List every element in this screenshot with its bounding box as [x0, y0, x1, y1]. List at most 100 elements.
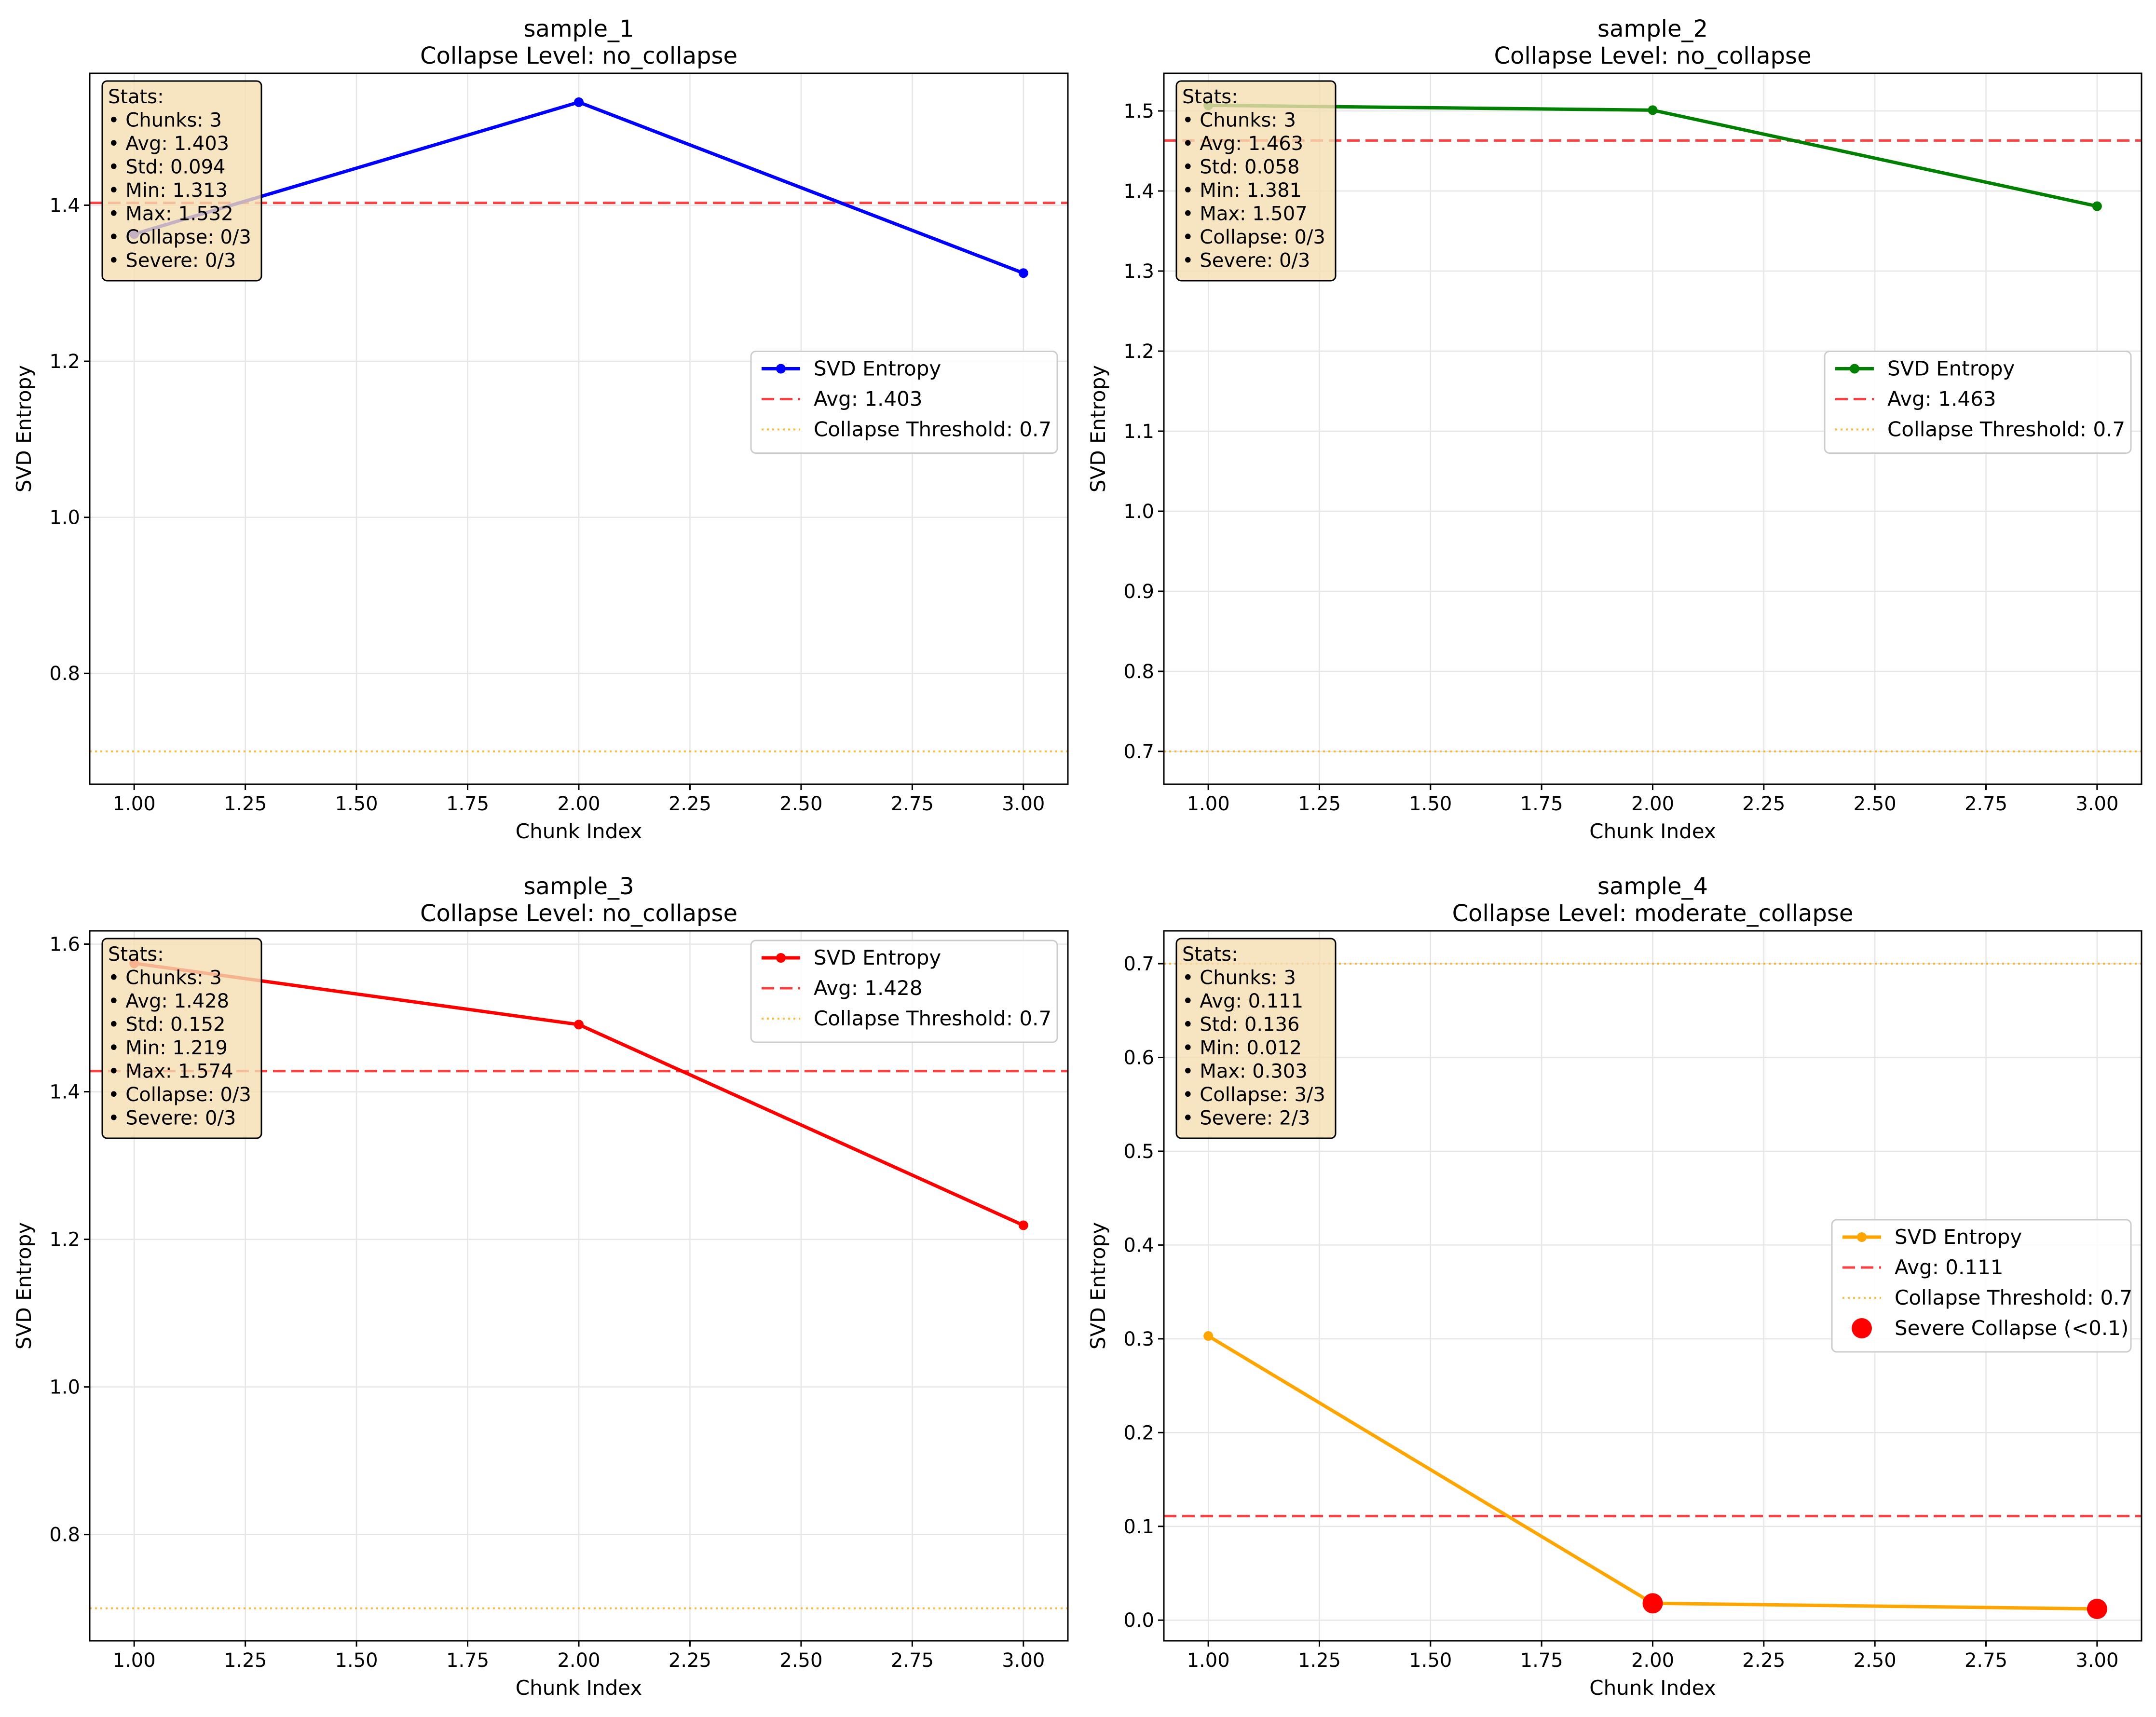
y-tick-label: 1.4: [49, 194, 80, 217]
data-point: [1203, 1331, 1214, 1341]
y-tick-label: 0.5: [1123, 1141, 1154, 1163]
stats-line: • Max: 1.574: [108, 1061, 233, 1083]
x-tick-label: 2.00: [557, 1649, 600, 1672]
x-tick-label: 2.50: [779, 1649, 822, 1672]
y-tick-label: 0.6: [1123, 1047, 1154, 1069]
x-tick-label: 1.50: [335, 793, 378, 815]
data-point: [574, 97, 584, 107]
x-tick-label: 1.00: [1187, 1649, 1230, 1672]
x-tick-label: 2.25: [1742, 793, 1785, 815]
x-tick-label: 1.75: [446, 793, 489, 815]
legend-label: Severe Collapse (<0.1): [1895, 1316, 2129, 1340]
x-tick-label: 3.00: [1002, 1649, 1045, 1672]
stats-box: [1175, 80, 1337, 282]
y-tick-label: 0.2: [1123, 1422, 1154, 1444]
y-tick-label: 1.5: [1123, 100, 1154, 123]
stats-line: • Avg: 1.403: [108, 133, 229, 155]
stats-line: • Severe: 0/3: [108, 250, 236, 272]
x-tick-label: 1.50: [1409, 793, 1452, 815]
stats-line: • Std: 0.152: [108, 1014, 225, 1036]
legend-handle-marker: [776, 953, 786, 963]
legend-box: [750, 940, 1058, 1043]
subplot-3: 1.00 1.25 1.50 1.75 2.00 2.25 2.50 2.75 3.00 0.8 1…: [12, 873, 1069, 1700]
y-tick-label: 0.4: [1123, 1234, 1154, 1256]
stats-line: • Collapse: 0/3: [108, 226, 251, 248]
legend-label: Avg: 1.428: [814, 976, 923, 1000]
legend-label: Collapse Threshold: 0.7: [1895, 1286, 2132, 1309]
stats-line: • Severe: 0/3: [1182, 250, 1310, 272]
legend-label: Avg: 1.463: [1887, 387, 1996, 411]
x-tick-label: 2.25: [669, 1649, 711, 1672]
y-tick-label: 1.0: [1123, 501, 1154, 523]
legend-label: Avg: 1.403: [814, 387, 923, 411]
stats-line: • Chunks: 3: [108, 109, 222, 132]
y-tick-label: 1.2: [49, 351, 80, 373]
stats-line: • Chunks: 3: [108, 967, 222, 989]
legend-box: [750, 351, 1058, 454]
data-point: [1018, 268, 1028, 278]
stats-box: [101, 80, 262, 282]
y-tick-label: 0.3: [1123, 1328, 1154, 1350]
x-tick-label: 1.00: [113, 793, 156, 815]
x-tick-label: 2.25: [669, 793, 711, 815]
stats-line: • Severe: 0/3: [108, 1107, 236, 1130]
y-tick-label: 0.1: [1123, 1516, 1154, 1538]
x-axis-label: Chunk Index: [516, 1676, 642, 1700]
stats-line: Stats:: [1182, 86, 1238, 108]
subplot-subtitle: Collapse Level: no_collapse: [420, 42, 737, 69]
stats-line: Stats:: [1182, 943, 1238, 966]
severe-collapse-marker: [2087, 1598, 2107, 1619]
y-tick-label: 0.8: [49, 663, 80, 685]
x-tick-label: 3.00: [2075, 793, 2118, 815]
x-tick-label: 2.75: [891, 793, 934, 815]
x-tick-label: 1.50: [1409, 1649, 1452, 1672]
y-axis-label: SVD Entropy: [1086, 1222, 1110, 1349]
stats-line: • Chunks: 3: [1182, 967, 1296, 989]
y-tick-label: 1.0: [49, 507, 80, 529]
stats-line: • Avg: 0.111: [1182, 990, 1303, 1012]
stats-line: • Max: 0.303: [1182, 1061, 1308, 1083]
y-tick-label: 0.8: [1123, 661, 1154, 683]
y-tick-label: 0.0: [1123, 1609, 1154, 1632]
stats-line: • Min: 1.381: [1182, 179, 1302, 202]
x-tick-label: 2.00: [1631, 1649, 1674, 1672]
x-tick-label: 2.50: [1854, 1649, 1897, 1672]
stats-line: • Max: 1.532: [108, 203, 233, 225]
y-tick-label: 0.8: [49, 1524, 80, 1546]
x-tick-label: 2.50: [1854, 793, 1897, 815]
x-axis-label: Chunk Index: [1589, 1676, 1716, 1700]
y-tick-label: 1.1: [1123, 421, 1154, 443]
x-tick-label: 1.00: [113, 1649, 156, 1672]
subplot-title: sample_3: [523, 873, 634, 900]
subplot-subtitle: Collapse Level: moderate_collapse: [1452, 900, 1854, 927]
legend-label: Collapse Threshold: 0.7: [814, 418, 1051, 441]
x-tick-label: 1.75: [1520, 1649, 1563, 1672]
subplot-subtitle: Collapse Level: no_collapse: [1494, 42, 1811, 69]
stats-line: • Chunks: 3: [1182, 109, 1296, 132]
y-tick-label: 1.0: [49, 1376, 80, 1399]
y-tick-label: 0.9: [1123, 581, 1154, 603]
x-tick-label: 1.25: [224, 1649, 267, 1672]
stats-line: Stats:: [108, 943, 164, 966]
x-tick-label: 2.75: [891, 1649, 934, 1672]
legend-box: [1824, 351, 2132, 454]
subplot-title: sample_4: [1597, 873, 1708, 900]
x-tick-label: 1.25: [224, 793, 267, 815]
y-tick-label: 1.2: [1123, 341, 1154, 363]
legend-handle-marker: [1850, 364, 1859, 374]
stats-box: [1175, 938, 1337, 1139]
legend-label: Avg: 0.111: [1895, 1255, 2004, 1279]
stats-line: • Std: 0.136: [1182, 1014, 1299, 1036]
y-tick-label: 0.7: [1123, 953, 1154, 975]
subplot-title: sample_2: [1597, 15, 1708, 42]
x-tick-label: 2.25: [1742, 1649, 1785, 1672]
stats-box: [101, 938, 262, 1139]
x-tick-label: 1.25: [1298, 793, 1341, 815]
subplot-subtitle: Collapse Level: no_collapse: [420, 900, 737, 927]
legend-handle-marker: [1857, 1232, 1867, 1242]
x-tick-label: 1.75: [446, 1649, 489, 1672]
stats-line: • Min: 1.313: [108, 179, 228, 202]
x-tick-label: 2.00: [557, 793, 600, 815]
stats-line: Stats:: [108, 86, 164, 108]
